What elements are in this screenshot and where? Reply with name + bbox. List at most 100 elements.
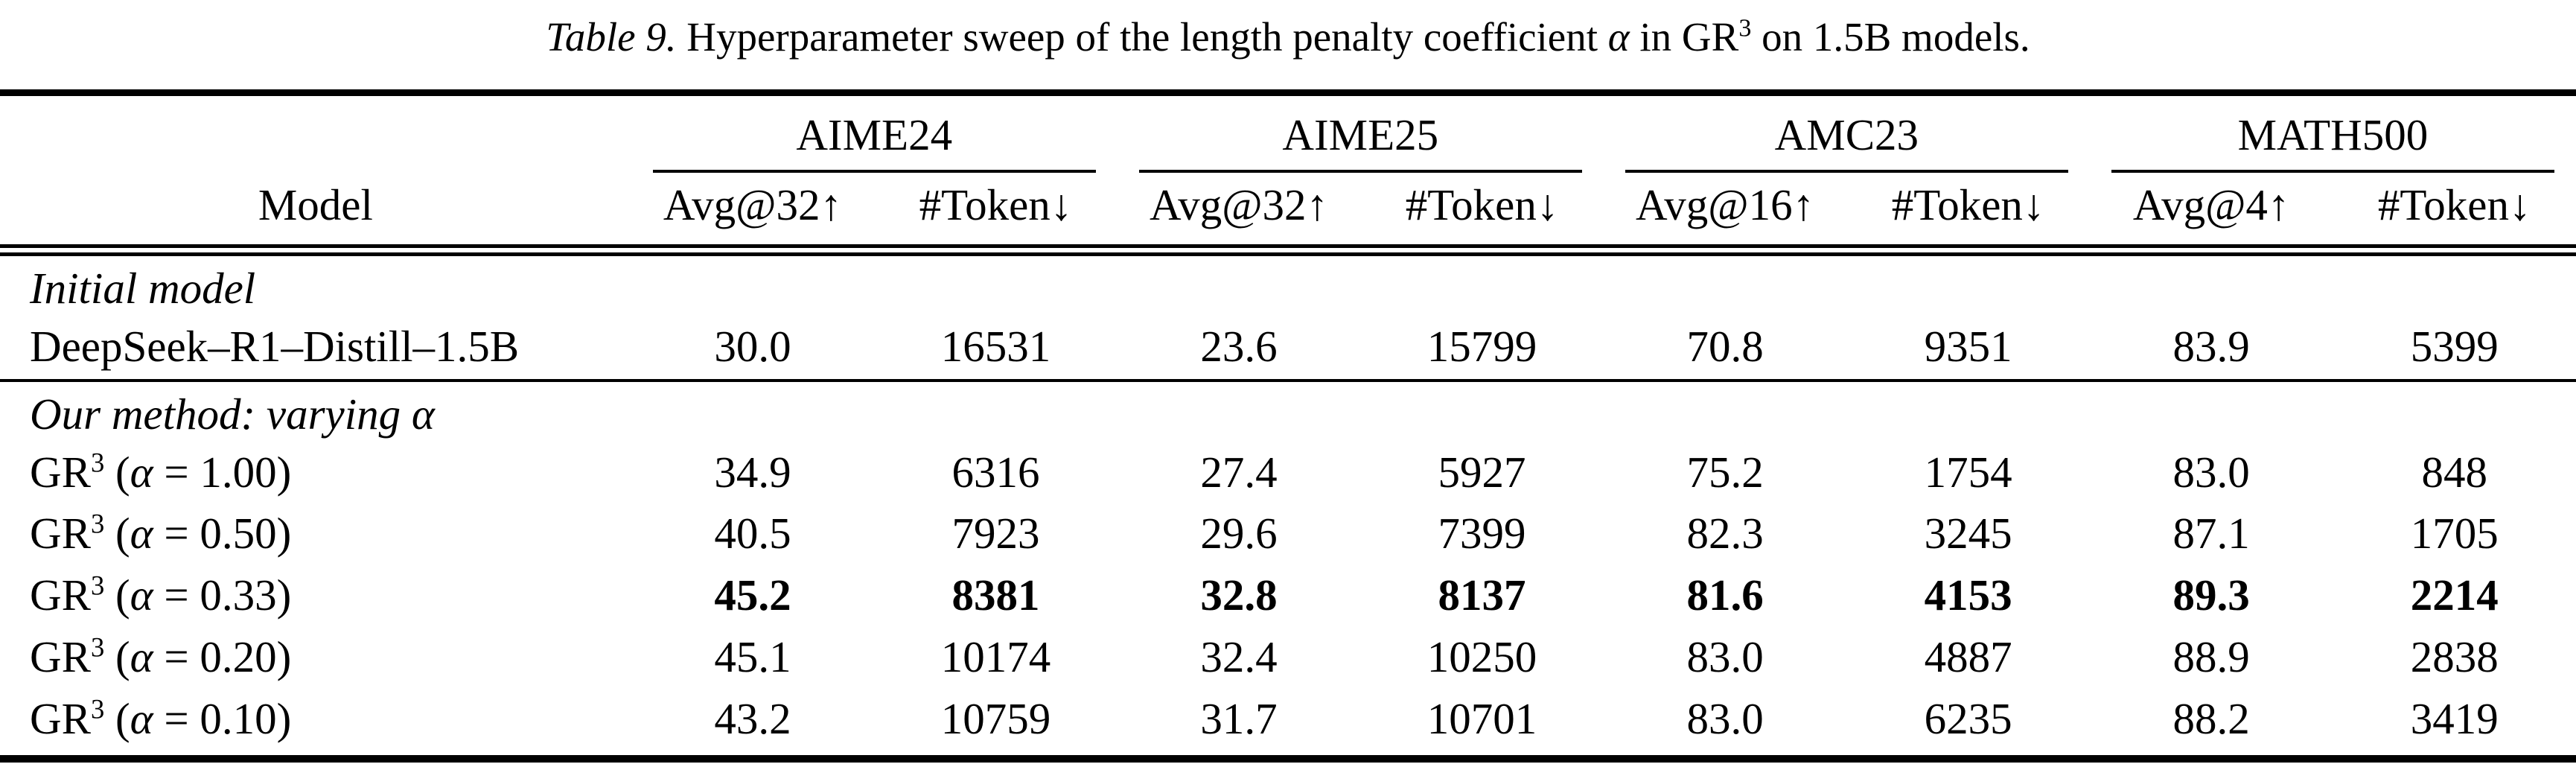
metric-cell: 8137 — [1438, 570, 1526, 620]
metric-cell: 43.2 — [631, 689, 875, 763]
metric-cell: 40.5 — [714, 509, 791, 558]
metric-cell: 15799 — [1360, 316, 1604, 382]
metric-cell: 848 — [2421, 447, 2487, 497]
model-label: GR3 (α = 0.10) — [0, 689, 631, 763]
metric-cell: 88.2 — [2089, 689, 2333, 763]
metric-cell: 10759 — [874, 689, 1118, 763]
metric-cell: 29.6 — [1200, 509, 1278, 558]
group-label-aime24: AIME24 — [652, 108, 1096, 173]
metric-cell: 45.1 — [714, 632, 791, 682]
label-open-paren: ( — [104, 693, 130, 743]
model-superscript: 3 — [90, 446, 105, 477]
group-header-amc23: AMC23 — [1604, 93, 2090, 174]
table-caption: Table 9. Hyperparameter sweep of the len… — [0, 0, 2576, 89]
model-name: GR — [30, 632, 91, 682]
metric-cell: 83.0 — [1686, 632, 1764, 682]
model-superscript: 3 — [90, 570, 105, 601]
table-row-gr3-alpha-0.20: GR3 (α = 0.20) 45.1 10174 32.4 10250 83.… — [0, 628, 2576, 690]
model-superscript: 3 — [90, 631, 105, 663]
label-open-paren: ( — [104, 570, 130, 620]
metric-cell: 7399 — [1438, 509, 1526, 558]
model-label: DeepSeek–R1–Distill–1.5B — [0, 316, 631, 382]
label-open-paren: ( — [104, 632, 130, 682]
metric-cell: 4153 — [1924, 570, 2012, 620]
metric-cell: 30.0 — [631, 316, 875, 382]
column-header-aime25-avg: Avg@32↑ — [1117, 174, 1361, 256]
column-header-aime24-token: #Token↓ — [874, 174, 1118, 256]
metric-cell: 31.7 — [1117, 689, 1361, 763]
metric-cell: 6316 — [951, 447, 1040, 497]
metric-cell: 87.1 — [2172, 509, 2250, 558]
group-header-math500: MATH500 — [2090, 93, 2576, 174]
model-name: GR — [30, 570, 91, 620]
metric-cell: 75.2 — [1686, 447, 1764, 497]
caption-text-pre: Hyperparameter sweep of the length penal… — [676, 14, 1608, 60]
model-label: GR3 (α = 0.20) — [0, 628, 631, 690]
metric-cell: 83.0 — [1603, 689, 1847, 763]
section-header-row-our-method: Our method: varying α — [0, 381, 2576, 443]
metric-cell: 34.9 — [714, 447, 791, 497]
column-header-row: Model Avg@32↑ #Token↓ Avg@32↑ #Token↓ Av… — [0, 174, 2576, 256]
alpha-symbol: α — [130, 632, 153, 682]
metric-cell: 89.3 — [2172, 570, 2250, 620]
label-open-paren: ( — [104, 447, 130, 497]
results-table: AIME24 AIME25 AMC23 MATH500 Model Avg@32… — [0, 89, 2576, 763]
column-header-amc23-token: #Token↓ — [1846, 174, 2090, 256]
label-value: = 0.33) — [153, 570, 292, 620]
metric-cell: 6235 — [1846, 689, 2090, 763]
table-row-gr3-alpha-1.00: GR3 (α = 1.00) 34.9 6316 27.4 5927 75.2 … — [0, 443, 2576, 505]
alpha-symbol: α — [1607, 14, 1630, 60]
column-header-model: Model — [0, 174, 631, 256]
model-label: GR3 (α = 1.00) — [0, 443, 631, 505]
metric-cell: 83.0 — [2172, 447, 2250, 497]
metric-cell: 10174 — [940, 632, 1051, 682]
label-value: = 0.10) — [153, 693, 292, 743]
table-row-deepseek: DeepSeek–R1–Distill–1.5B 30.0 16531 23.6… — [0, 316, 2576, 382]
metric-cell: 16531 — [874, 316, 1118, 382]
metric-cell: 4887 — [1924, 632, 2012, 682]
alpha-symbol: α — [130, 509, 153, 558]
metric-cell: 2838 — [2410, 632, 2499, 682]
section-header-initial-model: Initial model — [30, 264, 256, 313]
section-header-our-method: Our method: varying α — [30, 389, 435, 439]
group-label-math500: MATH500 — [2111, 108, 2554, 173]
metric-cell: 32.8 — [1200, 570, 1278, 620]
alpha-symbol: α — [130, 570, 153, 620]
model-label: GR3 (α = 0.50) — [0, 504, 631, 566]
label-value: = 0.50) — [153, 509, 292, 558]
metric-cell: 32.4 — [1200, 632, 1278, 682]
model-name: GR — [30, 447, 91, 497]
metric-cell: 5399 — [2333, 316, 2576, 382]
caption-tag: Table 9. — [546, 14, 677, 60]
label-value: = 1.00) — [153, 447, 292, 497]
group-header-aime24: AIME24 — [631, 93, 1118, 174]
group-header-aime25: AIME25 — [1118, 93, 1604, 174]
metric-cell: 82.3 — [1686, 509, 1764, 558]
metric-cell: 10701 — [1360, 689, 1604, 763]
metric-cell: 27.4 — [1200, 447, 1278, 497]
metric-cell: 83.9 — [2089, 316, 2333, 382]
group-header-row: AIME24 AIME25 AMC23 MATH500 — [0, 93, 2576, 174]
group-label-aime25: AIME25 — [1138, 108, 1582, 173]
model-superscript: 3 — [90, 693, 105, 725]
metric-cell: 3245 — [1924, 509, 2012, 558]
model-name: GR — [30, 509, 91, 558]
table-row-gr3-alpha-0.10: GR3 (α = 0.10) 43.2 10759 31.7 10701 83.… — [0, 689, 2576, 763]
label-open-paren: ( — [104, 509, 130, 558]
metric-cell: 1705 — [2410, 509, 2499, 558]
metric-cell: 81.6 — [1686, 570, 1764, 620]
model-superscript: 3 — [90, 508, 105, 539]
metric-cell: 88.9 — [2172, 632, 2250, 682]
column-header-aime24-avg: Avg@32↑ — [631, 174, 875, 256]
metric-cell: 8381 — [951, 570, 1040, 620]
caption-text-mid: in GR — [1629, 14, 1739, 60]
column-header-math500-token: #Token↓ — [2333, 174, 2576, 256]
column-header-amc23-avg: Avg@16↑ — [1603, 174, 1847, 256]
model-name: GR — [30, 693, 91, 743]
group-header-spacer — [0, 93, 631, 174]
section-header-row-initial: Initial model — [0, 250, 2576, 317]
metric-cell: 7923 — [951, 509, 1040, 558]
table-row-gr3-alpha-0.33-best: GR3 (α = 0.33) 45.2 8381 32.8 8137 81.6 … — [0, 566, 2576, 628]
metric-cell: 3419 — [2333, 689, 2576, 763]
